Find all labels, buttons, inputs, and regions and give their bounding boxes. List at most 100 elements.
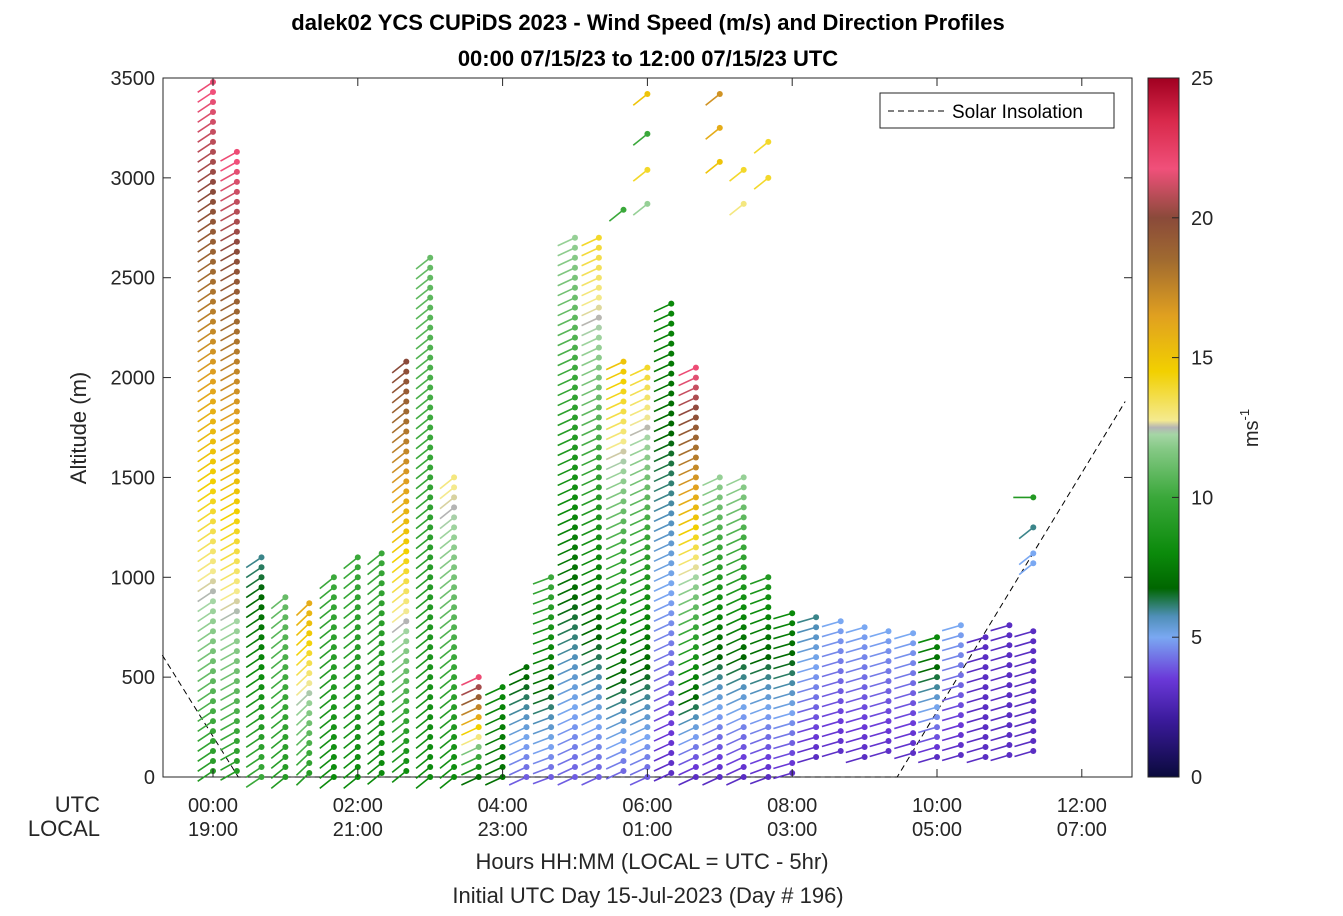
barb-shaft — [629, 536, 648, 547]
barb-point — [668, 510, 675, 517]
barb-shaft — [773, 772, 793, 780]
barb-shaft — [629, 736, 648, 746]
wind-barb — [726, 704, 747, 716]
barb-shaft — [845, 666, 865, 674]
wind-barb — [245, 734, 265, 749]
barb-shaft — [749, 766, 769, 775]
wind-barb — [629, 624, 651, 636]
barb-point — [572, 494, 578, 501]
wind-barb — [753, 138, 772, 154]
wind-barb — [415, 324, 434, 340]
barb-point — [813, 694, 820, 701]
barb-point — [403, 728, 410, 735]
barb-point — [837, 718, 844, 725]
barb-shaft — [605, 680, 624, 690]
barb-point — [644, 364, 651, 371]
barb-shaft — [678, 736, 697, 746]
barb-point — [1030, 668, 1037, 675]
barb-shaft — [532, 776, 552, 785]
wind-barb — [439, 694, 458, 710]
wind-barb — [845, 634, 868, 644]
barb-shaft — [678, 766, 697, 776]
barb-point — [258, 564, 265, 571]
wind-barb — [702, 594, 723, 606]
barb-shaft — [319, 716, 335, 730]
barb-shaft — [415, 766, 431, 779]
barb-point — [668, 680, 675, 687]
barb-point — [233, 478, 240, 485]
barb-point — [668, 410, 675, 417]
wind-barb — [629, 564, 651, 577]
barb-shaft — [917, 686, 938, 694]
barb-shaft — [220, 720, 238, 731]
wind-barb — [581, 654, 602, 666]
wind-barb — [295, 640, 313, 657]
wind-barb — [532, 734, 555, 745]
wind-barb — [270, 634, 289, 650]
barb-shaft — [990, 684, 1010, 692]
wind-barb — [581, 404, 602, 417]
barb-shaft — [484, 776, 503, 786]
barb-point — [427, 254, 434, 261]
wind-barb — [367, 760, 385, 775]
barb-point — [789, 640, 796, 647]
barb-shaft — [197, 211, 214, 223]
barb-point — [378, 760, 385, 767]
barb-shaft — [439, 626, 455, 640]
barb-point — [427, 404, 434, 411]
wind-barb — [629, 364, 651, 377]
wind-barb — [653, 550, 675, 563]
wind-barb — [653, 750, 675, 762]
wind-barb — [726, 584, 747, 596]
barb-shaft — [220, 231, 238, 242]
wind-barb — [415, 484, 434, 500]
barb-shaft — [319, 626, 335, 640]
barb-point — [595, 574, 602, 581]
barb-shaft — [391, 760, 407, 773]
barb-point — [668, 620, 675, 627]
barb-shaft — [749, 756, 769, 765]
barb-point — [620, 358, 627, 365]
wind-barb — [581, 634, 602, 646]
barb-shaft — [367, 652, 383, 666]
barb-point — [354, 684, 361, 691]
barb-point — [740, 594, 747, 601]
barb-point — [548, 594, 555, 601]
wind-barb — [702, 584, 723, 596]
barb-shaft — [343, 686, 359, 700]
barb-point — [233, 358, 240, 365]
barb-shaft — [439, 766, 455, 779]
barb-shaft — [508, 686, 527, 696]
wind-barb — [653, 580, 675, 593]
wind-barb — [220, 518, 240, 532]
barb-shaft — [270, 736, 286, 749]
wind-barb — [391, 458, 410, 474]
barb-point — [427, 544, 434, 551]
wind-barb — [990, 732, 1013, 742]
wind-barb — [629, 584, 651, 596]
barb-point — [427, 304, 434, 311]
barb-point — [378, 610, 385, 617]
barb-point — [861, 654, 868, 661]
barb-shaft — [605, 580, 624, 591]
barb-shaft — [749, 686, 769, 695]
barb-shaft — [941, 644, 962, 652]
wind-barb — [821, 618, 844, 628]
barb-shaft — [532, 676, 552, 685]
barb-point — [210, 538, 216, 545]
barb-shaft — [653, 312, 672, 323]
wind-barb — [391, 548, 410, 564]
barb-shaft — [367, 772, 383, 785]
wind-barb — [319, 754, 337, 769]
y-tick-label: 0 — [144, 767, 155, 789]
barb-point — [548, 734, 555, 741]
barb-point — [692, 584, 699, 591]
wind-barb — [653, 620, 675, 632]
barb-shaft — [702, 646, 721, 656]
barb-point — [716, 644, 723, 651]
barb-shaft — [415, 656, 431, 670]
wind-barb — [629, 484, 651, 497]
barb-shaft — [797, 706, 817, 714]
barb-point — [813, 614, 820, 621]
x-tick-label-local: 21:00 — [333, 819, 383, 841]
